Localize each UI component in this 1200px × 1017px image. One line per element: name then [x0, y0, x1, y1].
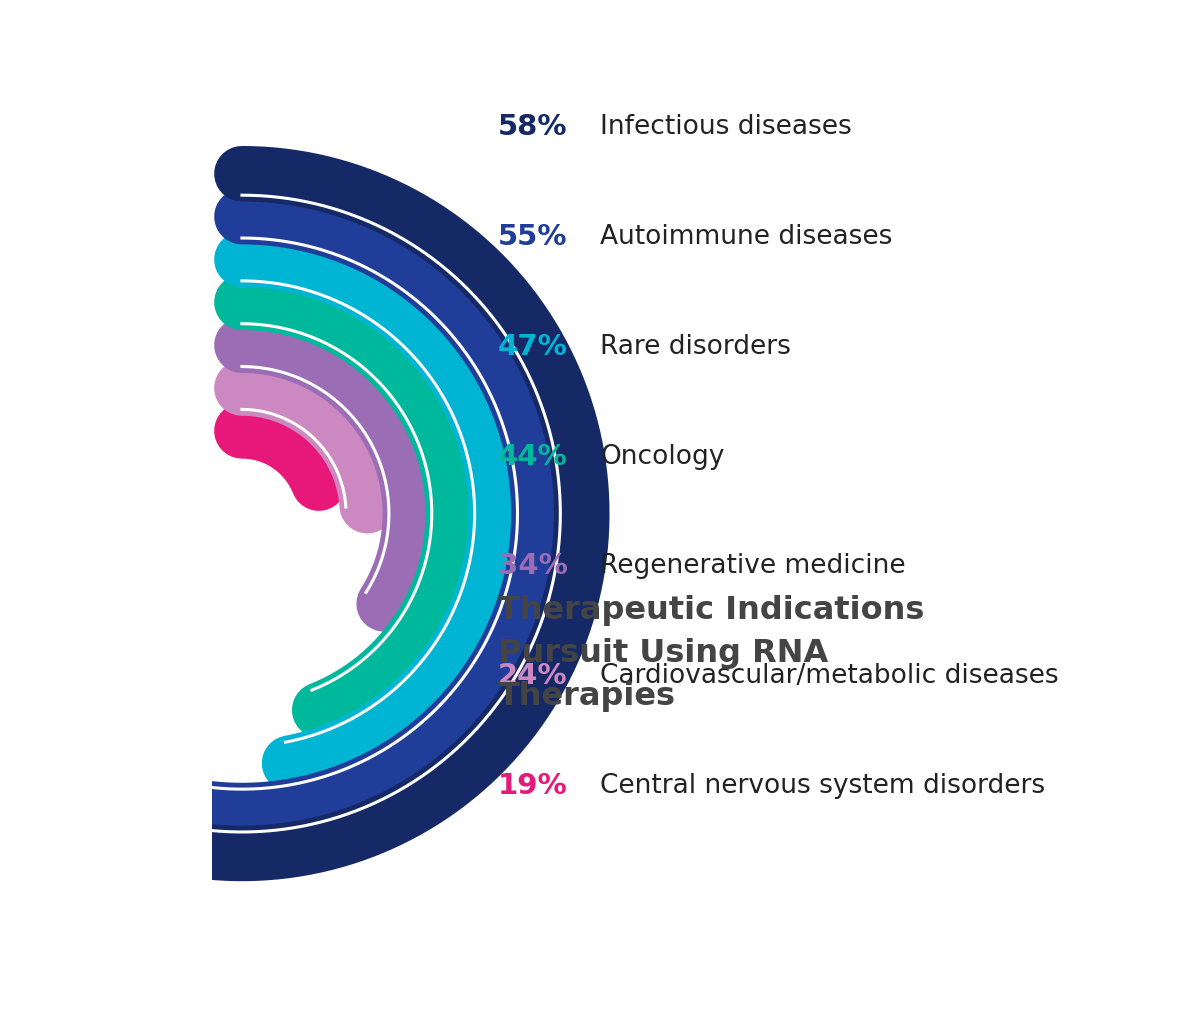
Text: 44%: 44% [498, 442, 568, 471]
Text: 24%: 24% [498, 662, 568, 691]
Text: Therapeutic Indications
Pursuit Using RNA
Therapies: Therapeutic Indications Pursuit Using RN… [498, 595, 924, 712]
Text: Central nervous system disorders: Central nervous system disorders [600, 773, 1045, 799]
Text: 55%: 55% [498, 223, 568, 251]
Text: 34%: 34% [498, 552, 568, 581]
Text: Rare disorders: Rare disorders [600, 334, 791, 360]
Text: Autoimmune diseases: Autoimmune diseases [600, 224, 893, 250]
Text: Infectious diseases: Infectious diseases [600, 114, 852, 140]
Text: Regenerative medicine: Regenerative medicine [600, 553, 906, 580]
Text: 47%: 47% [498, 333, 568, 361]
Text: 58%: 58% [498, 113, 568, 141]
Text: 19%: 19% [498, 772, 568, 800]
Text: Cardiovascular/metabolic diseases: Cardiovascular/metabolic diseases [600, 663, 1058, 690]
Text: Oncology: Oncology [600, 443, 725, 470]
